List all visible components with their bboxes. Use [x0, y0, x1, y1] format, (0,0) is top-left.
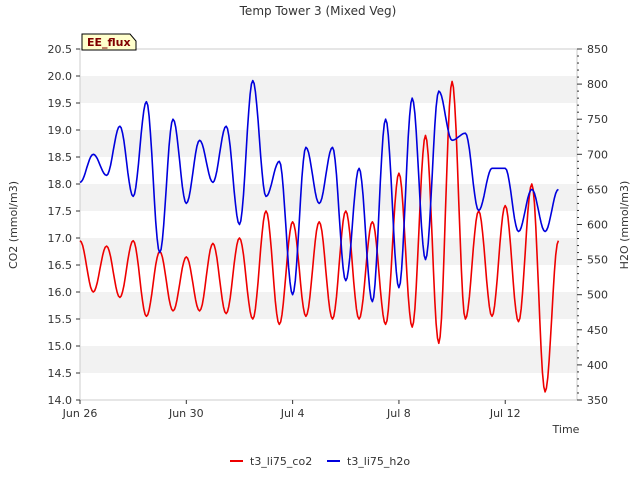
y-right-tick-label: 750 — [587, 113, 608, 126]
chart-title: Temp Tower 3 (Mixed Veg) — [239, 4, 397, 18]
left-axis: 14.0 14.5 15.0 15.5 16.0 16.5 17.0 17.5 18.0 18.5… — [48, 43, 80, 407]
x-axis: Jun 26 Jun 30 Jul 4 Jul 8 Jul 12 — [62, 400, 521, 420]
grid-band — [80, 49, 577, 76]
y-axis-right-label: H2O (mmol/m3) — [618, 181, 631, 270]
y-left-tick-label: 20.0 — [48, 70, 73, 83]
grid-band — [80, 373, 577, 400]
ee-flux-badge-label: EE_flux — [87, 36, 131, 49]
y-left-tick-label: 14.5 — [48, 367, 73, 380]
y-left-tick-label: 20.5 — [48, 43, 73, 56]
y-right-tick-label: 450 — [587, 324, 608, 337]
y-left-tick-label: 17.0 — [48, 232, 73, 245]
y-left-tick-label: 18.5 — [48, 151, 73, 164]
x-tick-label: Jun 26 — [62, 407, 98, 420]
grid-band — [80, 103, 577, 130]
y-left-tick-label: 16.5 — [48, 259, 73, 272]
legend: t3_li75_co2 t3_li75_h2o — [230, 455, 410, 468]
grid-band — [80, 184, 577, 211]
right-axis: 350 400 450 500 550 600 650 700 750 800 850 — [577, 43, 608, 407]
grid-band — [80, 130, 577, 157]
y-left-tick-label: 15.5 — [48, 313, 73, 326]
x-tick-label: Jun 30 — [168, 407, 204, 420]
y-left-tick-label: 19.5 — [48, 97, 73, 110]
x-tick-label: Jul 4 — [280, 407, 305, 420]
x-tick-label: Jul 8 — [386, 407, 411, 420]
y-right-tick-label: 550 — [587, 254, 608, 267]
y-right-tick-label: 850 — [587, 43, 608, 56]
grid-band — [80, 319, 577, 346]
grid-band — [80, 238, 577, 265]
y-left-tick-label: 17.5 — [48, 205, 73, 218]
y-right-tick-label: 800 — [587, 78, 608, 91]
ee-flux-badge: EE_flux — [81, 33, 137, 51]
grid-band — [80, 76, 577, 103]
h2o-series — [79, 79, 559, 303]
y-left-tick-label: 15.0 — [48, 340, 73, 353]
y-right-tick-label: 650 — [587, 183, 608, 196]
legend-label-h2o: t3_li75_h2o — [347, 455, 410, 468]
y-right-tick-label: 400 — [587, 359, 608, 372]
y-axis-left-label: CO2 (mmol/m3) — [7, 181, 20, 269]
y-right-tick-label: 500 — [587, 289, 608, 302]
grid-bands — [80, 49, 577, 400]
x-axis-label: Time — [552, 423, 580, 436]
y-left-tick-label: 14.0 — [48, 394, 73, 407]
legend-label-co2: t3_li75_co2 — [250, 455, 312, 468]
grid-band — [80, 265, 577, 292]
y-right-tick-label: 700 — [587, 148, 608, 161]
y-left-tick-label: 18.0 — [48, 178, 73, 191]
grid-band — [80, 346, 577, 373]
y-right-tick-label: 350 — [587, 394, 608, 407]
h2o-series-line — [79, 79, 559, 303]
y-right-tick-label: 600 — [587, 219, 608, 232]
y-left-tick-label: 19.0 — [48, 124, 73, 137]
x-tick-label: Jul 12 — [489, 407, 521, 420]
y-left-tick-label: 16.0 — [48, 286, 73, 299]
